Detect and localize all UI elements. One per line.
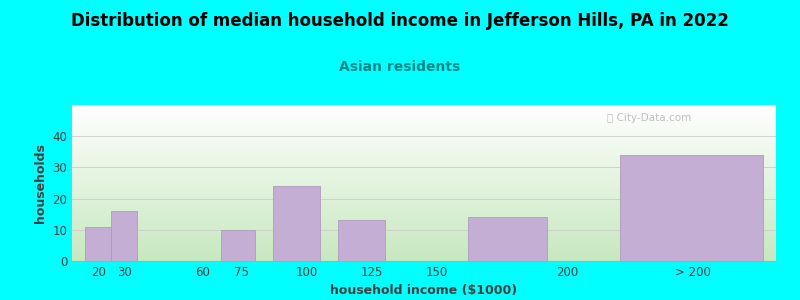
Bar (273, 186, 320, 261)
X-axis label: household income ($1000): household income ($1000) (330, 284, 518, 297)
Bar (619, 155, 763, 261)
Bar (338, 220, 385, 261)
Bar (111, 211, 137, 261)
Bar (468, 217, 546, 261)
Y-axis label: households: households (34, 143, 46, 223)
Bar (85, 227, 111, 261)
Text: Asian residents: Asian residents (339, 60, 461, 74)
Text: ⌕ City-Data.com: ⌕ City-Data.com (607, 113, 691, 123)
Text: Distribution of median household income in Jefferson Hills, PA in 2022: Distribution of median household income … (71, 12, 729, 30)
Bar (221, 230, 254, 261)
